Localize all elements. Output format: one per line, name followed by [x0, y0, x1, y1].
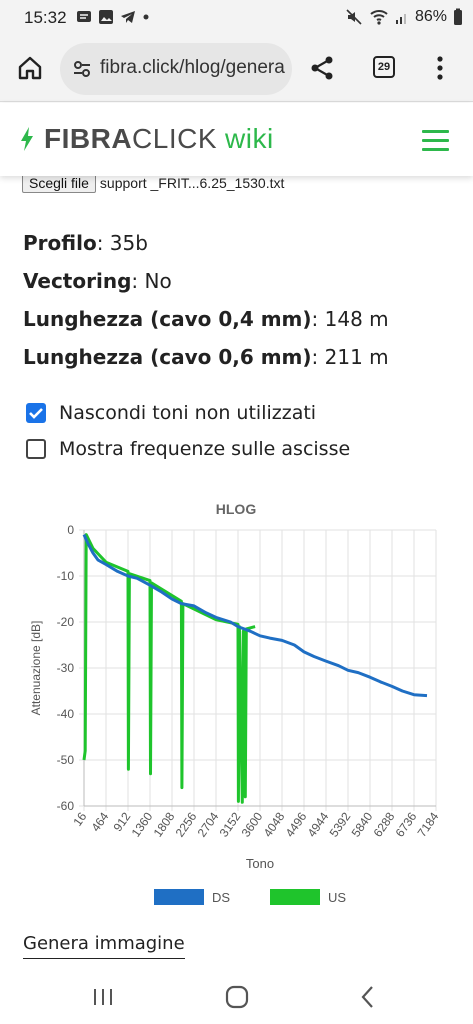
x-tick-label: 4496 [283, 809, 310, 839]
wifi-icon [370, 10, 388, 25]
x-tick-label: 3152 [217, 809, 244, 839]
message-icon [77, 11, 91, 22]
site-logo[interactable]: FIBRA CLICK wiki [20, 123, 274, 155]
home-nav-icon[interactable] [225, 985, 249, 1009]
tab-switcher-button[interactable]: 29 [373, 56, 395, 78]
x-tick-label: 5840 [349, 809, 376, 839]
browser-toolbar: fibra.click/hlog/genera 29 [0, 36, 473, 102]
y-tick-label: -20 [57, 615, 75, 629]
x-tick-label: 6736 [393, 809, 420, 839]
image-icon [99, 10, 113, 24]
show-frequencies-checkbox[interactable] [26, 439, 46, 459]
generate-image-link[interactable]: Genera immagine [23, 933, 185, 959]
legend-swatch-ds [154, 889, 204, 905]
mute-icon [346, 9, 362, 25]
bolt-icon [21, 127, 33, 151]
x-tick-label: 4048 [261, 809, 288, 839]
share-icon[interactable] [309, 55, 335, 81]
x-tick-label: 4944 [305, 809, 332, 839]
dot-icon [143, 14, 149, 20]
status-time: 15:32 [24, 8, 67, 27]
legend-swatch-us [270, 889, 320, 905]
home-icon[interactable] [16, 54, 44, 82]
logo-fibra: FIBRA [44, 123, 133, 154]
y-tick-label: -30 [57, 661, 75, 675]
y-tick-label: -40 [57, 707, 75, 721]
y-tick-label: -10 [57, 569, 75, 583]
series-line-ds [82, 533, 428, 698]
android-nav-bar [0, 972, 473, 1024]
legend-label-us: US [328, 890, 346, 905]
battery-level: 86% [414, 8, 447, 25]
logo-wiki: wiki [225, 123, 274, 154]
file-name: support _FRIT...6.25_1530.txt [99, 175, 285, 191]
status-bar: 15:32 86% [0, 0, 473, 36]
address-bar[interactable]: fibra.click/hlog/genera [60, 43, 292, 95]
choose-file-button[interactable]: Scegli file [22, 173, 96, 193]
more-options-icon[interactable] [433, 54, 447, 82]
back-icon[interactable] [360, 985, 376, 1009]
chart-options: Nascondi toni non utilizzati Mostra freq… [26, 395, 350, 467]
line-info: Profilo: 35b Vectoring: No Lunghezza (ca… [23, 224, 389, 376]
recent-apps-icon[interactable] [92, 986, 114, 1008]
show-frequencies-option[interactable]: Mostra frequenze sulle ascisse [26, 431, 350, 467]
site-header: FIBRA CLICK wiki [0, 103, 473, 176]
x-tick-label: 5392 [327, 809, 354, 839]
show-frequencies-label: Mostra frequenze sulle ascisse [59, 438, 351, 460]
legend-label-ds: DS [212, 890, 230, 905]
logo-click: CLICK [132, 123, 218, 154]
x-axis-label: Tono [246, 856, 274, 871]
chart-title: HLOG [216, 501, 257, 517]
length-04-row: Lunghezza (cavo 0,4 mm): 148 m [23, 307, 389, 331]
y-tick-label: -60 [57, 799, 75, 813]
profile-row: Profilo: 35b [23, 231, 148, 255]
x-tick-label: 6288 [371, 809, 398, 839]
x-tick-label: 3600 [239, 809, 266, 839]
x-tick-label: 464 [88, 809, 111, 834]
y-tick-label: -50 [57, 753, 75, 767]
hamburger-menu-icon[interactable] [422, 130, 449, 152]
x-tick-label: 1808 [151, 809, 178, 839]
y-axis-label: Attenuazione [dB] [29, 621, 43, 716]
telegram-icon [121, 11, 135, 23]
x-tick-label: 1360 [129, 809, 156, 839]
file-input: Scegli file support _FRIT...6.25_1530.tx… [22, 172, 284, 194]
y-tick-label: 0 [67, 523, 74, 537]
vectoring-row: Vectoring: No [23, 269, 172, 293]
series-line-us [82, 533, 256, 804]
url-text: fibra.click/hlog/genera [100, 57, 285, 78]
hide-unused-tones-label: Nascondi toni non utilizzati [59, 402, 317, 424]
battery-icon [454, 8, 462, 25]
checkmark-icon [29, 408, 43, 419]
length-06-row: Lunghezza (cavo 0,6 mm): 211 m [23, 345, 389, 369]
x-tick-label: 2704 [195, 809, 222, 839]
hide-unused-tones-checkbox[interactable] [26, 403, 46, 423]
hide-unused-tones-option[interactable]: Nascondi toni non utilizzati [26, 395, 350, 431]
x-tick-label: 7184 [415, 809, 442, 839]
x-tick-label: 2256 [173, 809, 200, 839]
site-settings-icon[interactable] [72, 59, 92, 79]
signal-icon [395, 14, 406, 24]
